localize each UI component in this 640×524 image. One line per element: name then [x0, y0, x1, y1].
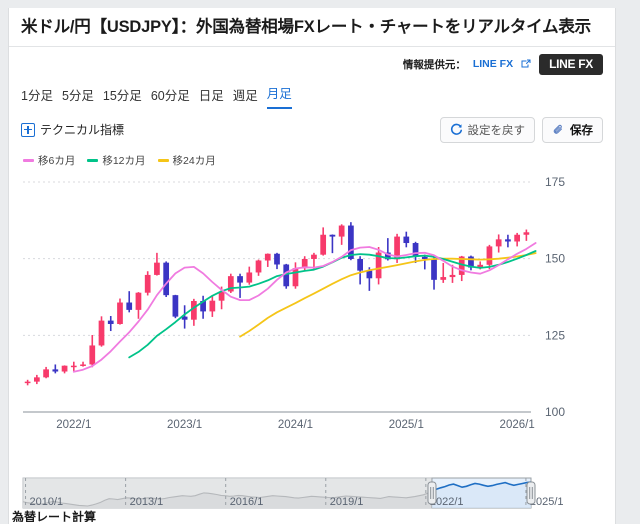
legend-label-ma12: 移12カ月 — [102, 154, 146, 167]
nav-left-handle[interactable] — [427, 481, 437, 505]
tab-monthly[interactable]: 月足 — [266, 83, 292, 109]
svg-text:175: 175 — [545, 175, 565, 189]
candlestick-chart[interactable]: 100 125 150 175 2022/1 2023/1 2024/1 2025/1 2026… — [9, 172, 615, 472]
technical-indicator-toggle[interactable]: テクニカル指標 — [21, 121, 124, 138]
technical-indicator-label: テクニカル指標 — [40, 123, 125, 138]
legend-swatch-ma12 — [87, 159, 99, 162]
tab-daily[interactable]: 日足 — [198, 88, 224, 103]
provider-link[interactable]: LINE FX — [472, 58, 514, 71]
external-link-icon[interactable] — [520, 58, 532, 70]
chart-navigator[interactable]: 2010/1 2013/1 2016/1 2019/1 2022/1 2025/1 — [9, 474, 615, 522]
toolbar-buttons: 設定を戻す 保存 — [439, 116, 603, 143]
timeframe-tabs: 1分足 5分足 15分足 60分足 日足 週足 月足 — [9, 81, 615, 109]
tab-1min[interactable]: 1分足 — [21, 88, 53, 103]
footer-section-title: 為替レート計算 — [12, 510, 97, 522]
tab-60min[interactable]: 60分足 — [150, 88, 190, 103]
svg-text:2013/1: 2013/1 — [130, 496, 164, 508]
legend-item-ma6[interactable]: 移6カ月 — [23, 153, 75, 168]
svg-text:125: 125 — [545, 328, 565, 342]
page-title: 米ドル/円【USDJPY】：外国為替相場FXレート・チャートをリアルタイム表示 — [21, 18, 591, 36]
chart-toolbar: テクニカル指標 設定を戻す — [9, 109, 615, 147]
legend-item-ma12[interactable]: 移12カ月 — [87, 153, 146, 168]
svg-text:2025/1: 2025/1 — [389, 419, 424, 431]
chart-card: 米ドル/円【USDJPY】：外国為替相場FXレート・チャートをリアルタイム表示 … — [8, 8, 616, 524]
svg-text:2025/1: 2025/1 — [530, 496, 564, 508]
svg-text:2026/1: 2026/1 — [500, 419, 535, 431]
provider-label: 情報提供元： — [402, 58, 466, 71]
svg-text:2024/1: 2024/1 — [278, 419, 313, 431]
save-button[interactable]: 保存 — [542, 116, 603, 143]
svg-text:100: 100 — [545, 405, 565, 419]
legend-label-ma6: 移6カ月 — [38, 154, 76, 167]
svg-text:2022/1: 2022/1 — [430, 496, 464, 508]
legend-item-ma24[interactable]: 移24カ月 — [157, 153, 216, 168]
nav-right-handle[interactable] — [526, 481, 536, 505]
paperclip-icon — [552, 123, 565, 136]
navigator-svg: 2010/1 2013/1 2016/1 2019/1 2022/1 2025/1 — [22, 477, 564, 509]
ma-legend: 移6カ月 移12カ月 移24カ月 — [9, 147, 615, 170]
reset-settings-button[interactable]: 設定を戻す — [439, 116, 535, 143]
chart-svg: 100 125 150 175 2022/1 2023/1 2024/1 2025/1 2026… — [23, 175, 565, 431]
svg-text:2022/1: 2022/1 — [56, 419, 91, 431]
tab-15min[interactable]: 15分足 — [102, 88, 142, 103]
brand-badge[interactable]: LINE FX — [539, 53, 603, 75]
legend-swatch-ma24 — [157, 159, 169, 162]
svg-text:2019/1: 2019/1 — [330, 496, 364, 508]
legend-label-ma24: 移24カ月 — [172, 154, 216, 167]
svg-text:2016/1: 2016/1 — [230, 496, 264, 508]
tab-weekly[interactable]: 週足 — [232, 88, 258, 103]
provider-row: 情報提供元： LINE FX LINE FX — [9, 47, 615, 81]
refresh-icon — [450, 123, 463, 136]
reset-settings-label: 設定を戻す — [467, 124, 526, 137]
legend-swatch-ma6 — [23, 159, 34, 162]
svg-text:2010/1: 2010/1 — [30, 496, 64, 508]
title-bar: 米ドル/円【USDJPY】：外国為替相場FXレート・チャートをリアルタイム表示 — [9, 8, 615, 47]
plus-box-icon — [21, 122, 35, 137]
svg-text:150: 150 — [545, 251, 565, 265]
tab-5min[interactable]: 5分足 — [61, 88, 94, 103]
save-label: 保存 — [570, 124, 593, 137]
svg-text:2023/1: 2023/1 — [167, 419, 202, 431]
